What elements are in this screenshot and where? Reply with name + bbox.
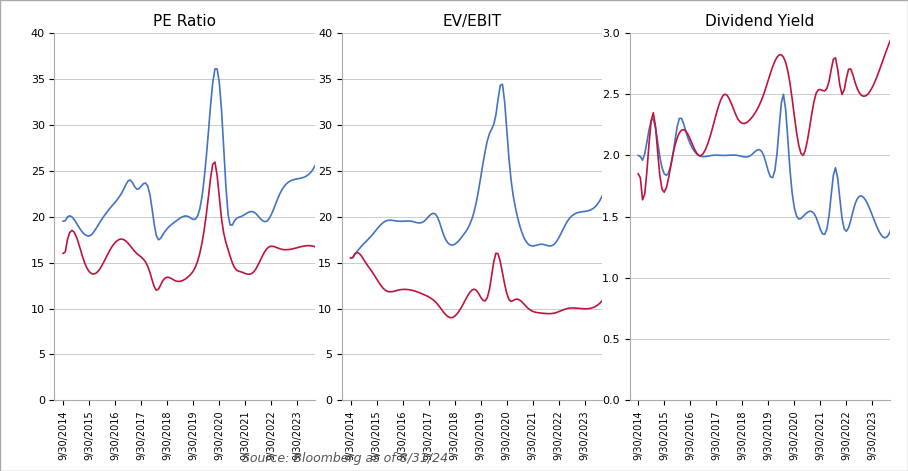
Text: Source: Bloomberg as of 8/31/24: Source: Bloomberg as of 8/31/24 — [242, 452, 449, 464]
Title: Dividend Yield: Dividend Yield — [706, 14, 814, 29]
Title: PE Ratio: PE Ratio — [153, 14, 216, 29]
Title: EV/EBIT: EV/EBIT — [442, 14, 502, 29]
